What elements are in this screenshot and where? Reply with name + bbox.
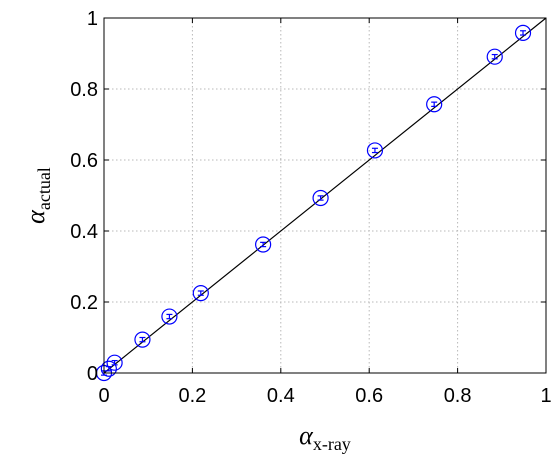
point-marker <box>192 285 209 302</box>
x-tick-label: 0.8 <box>444 385 472 407</box>
y-axis-label: αactual <box>21 167 54 224</box>
data-point <box>486 48 503 65</box>
data-point <box>192 285 209 302</box>
x-tick-label: 0.2 <box>178 385 206 407</box>
data-point <box>312 189 329 207</box>
fit-line-layer <box>103 17 547 374</box>
x-tick-label: 0 <box>98 385 109 407</box>
data-point <box>106 354 123 371</box>
fit-line <box>103 17 547 374</box>
data-points <box>95 24 532 382</box>
x-tick-label: 0.4 <box>267 385 295 407</box>
point-marker <box>426 96 443 113</box>
point-marker <box>514 24 532 42</box>
y-tick-label: 1 <box>87 8 98 30</box>
grid <box>104 18 546 373</box>
axis-ticks: 0 0.2 0.4 0.6 0.8 1 0 0.2 0.4 0.6 0.8 1 <box>70 8 551 407</box>
data-point <box>134 331 151 348</box>
y-axis-label-symbol: α <box>21 209 50 224</box>
y-axis-label-subscript: actual <box>34 167 54 210</box>
point-marker <box>100 360 117 377</box>
data-point <box>514 24 532 42</box>
data-point <box>366 142 384 159</box>
y-tick-label: 0.2 <box>70 292 98 314</box>
point-marker <box>255 236 272 253</box>
svg-text:αactual: αactual <box>21 167 54 224</box>
point-marker <box>312 189 329 207</box>
x-tick-label: 1 <box>540 385 551 407</box>
plot-frame <box>103 17 547 374</box>
x-axis-label-subscript: x-ray <box>313 434 351 454</box>
point-marker <box>161 308 178 325</box>
y-tick-label: 0.6 <box>70 150 98 172</box>
point-marker <box>366 142 384 159</box>
data-point <box>255 236 272 253</box>
x-axis-label-symbol: α <box>299 421 314 450</box>
x-tick-label: 0.6 <box>355 385 383 407</box>
point-marker <box>134 331 151 348</box>
point-marker <box>486 48 503 65</box>
y-tick-label: 0.8 <box>70 79 98 101</box>
data-point <box>161 308 178 325</box>
data-point <box>426 96 443 113</box>
y-tick-label: 0 <box>87 363 98 385</box>
x-axis-label: αx-ray <box>299 421 351 454</box>
y-tick-label: 0.4 <box>70 221 98 243</box>
point-marker <box>106 354 123 371</box>
